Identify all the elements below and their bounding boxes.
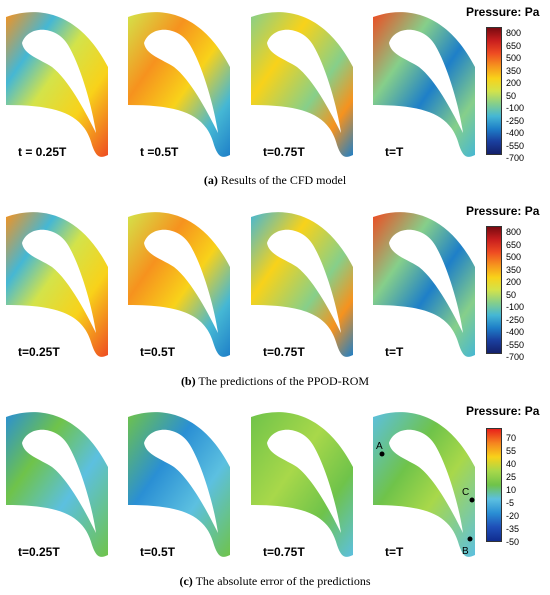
contour-panel-0: t=0.25T [0,405,112,565]
legend-tick: 800 [506,227,522,237]
time-label: t=T [385,545,404,559]
legend-tick: -35 [506,524,520,534]
contour-plot [6,12,108,157]
legend-tick: -400 [506,327,525,337]
legend-tick: 200 [506,277,522,287]
legend-tick: -550 [506,339,525,350]
caption-letter: (a) [203,173,218,187]
legend-tick: 50 [506,90,517,101]
contour-plot [128,212,230,357]
contour-panel-0: t = 0.25T [0,5,112,165]
contour-plot [128,12,230,157]
legend-tick: 350 [506,264,522,275]
time-label: t =0.5T [140,145,179,159]
caption-letter: (c) [179,574,193,588]
legend-tick: 10 [506,485,517,495]
legend-tick: -400 [506,128,525,138]
contour-panel-1: t=0.5T [122,405,234,565]
legend-tick: 55 [506,446,517,456]
time-label: t=0.25T [18,545,60,559]
time-label: t=0.5T [140,345,176,359]
legend-tick: -250 [506,115,525,126]
legend-tick: 500 [506,53,522,63]
contour-panel-0: t=0.25T [0,205,112,365]
legend-tick: 650 [506,40,522,51]
time-label: t=0.75T [263,145,305,159]
caption-b: (b) The predictions of the PPOD-ROM [0,374,550,389]
time-label: t=T [385,345,404,359]
caption-text: Results of the CFD model [217,173,347,187]
legend-tick: -250 [506,314,525,325]
contour-panel-1: t=0.5T [122,205,234,365]
point-label-a: A [376,441,383,452]
time-label: t=0.25T [18,345,60,359]
legend-title: Pressure: Pa [466,404,540,418]
legend-tick: -700 [506,153,525,163]
legend-colorbar [486,428,502,542]
caption-letter: (b) [180,374,196,388]
contour-plot [251,212,353,357]
contour-panel-3: t=T [367,205,479,365]
contour-panel-2: t=0.75T [245,5,357,165]
legend-tick: 350 [506,65,522,76]
caption-text: The absolute error of the predictions [192,574,371,588]
contour-plot [251,412,353,557]
contour-plot [373,212,475,357]
error-legend: Pressure: Pa 70 55 40 25 10 -5 -20 -35 -… [466,404,550,559]
marker-point-b [467,536,473,542]
legend-tick: 200 [506,78,522,88]
contour-plot [373,12,475,157]
legend-tick: 40 [506,459,517,469]
time-label: t=0.5T [140,545,176,559]
legend-tick: -100 [506,302,525,312]
legend-title: Pressure: Pa [466,5,540,19]
marker-point-c [469,497,475,503]
pressure-legend: Pressure: Pa 800 650 500 350 200 50 -100… [466,5,550,163]
legend-tick: -550 [506,140,525,151]
legend-colorbar [486,226,502,354]
marker-point-a [379,451,385,457]
contour-plot [6,212,108,357]
legend-tick: 25 [506,472,517,482]
pressure-legend: Pressure: Pa 800 650 500 350 200 50 -100… [466,204,550,362]
time-label: t=0.75T [263,545,305,559]
point-label-c: C [462,487,469,498]
legend-tick: 650 [506,239,522,250]
contour-plot [251,12,353,157]
time-label: t = 0.25T [18,145,67,159]
contour-plot: A B C [373,412,475,557]
caption-a: (a) Results of the CFD model [0,173,550,188]
legend-tick: 500 [506,252,522,262]
time-label: t=0.75T [263,345,305,359]
contour-plot [6,412,108,557]
legend-tick: 50 [506,289,517,300]
legend-colorbar [486,27,502,155]
contour-panel-2: t=0.75T [245,405,357,565]
legend-tick: -100 [506,103,525,113]
legend-tick: -700 [506,352,525,362]
legend-tick: -50 [506,537,520,547]
time-label: t=T [385,145,404,159]
legend-tick: -5 [506,498,515,508]
legend-tick: 800 [506,28,522,38]
contour-plot [128,412,230,557]
caption-text: The predictions of the PPOD-ROM [195,374,370,388]
point-label-b: B [462,546,469,557]
caption-c: (c) The absolute error of the prediction… [0,574,550,589]
legend-title: Pressure: Pa [466,204,540,218]
contour-panel-3: A B C t=T [367,405,479,565]
contour-panel-1: t =0.5T [122,5,234,165]
contour-panel-2: t=0.75T [245,205,357,365]
contour-panel-3: t=T [367,5,479,165]
legend-tick: -20 [506,511,520,521]
legend-tick: 70 [506,433,517,443]
